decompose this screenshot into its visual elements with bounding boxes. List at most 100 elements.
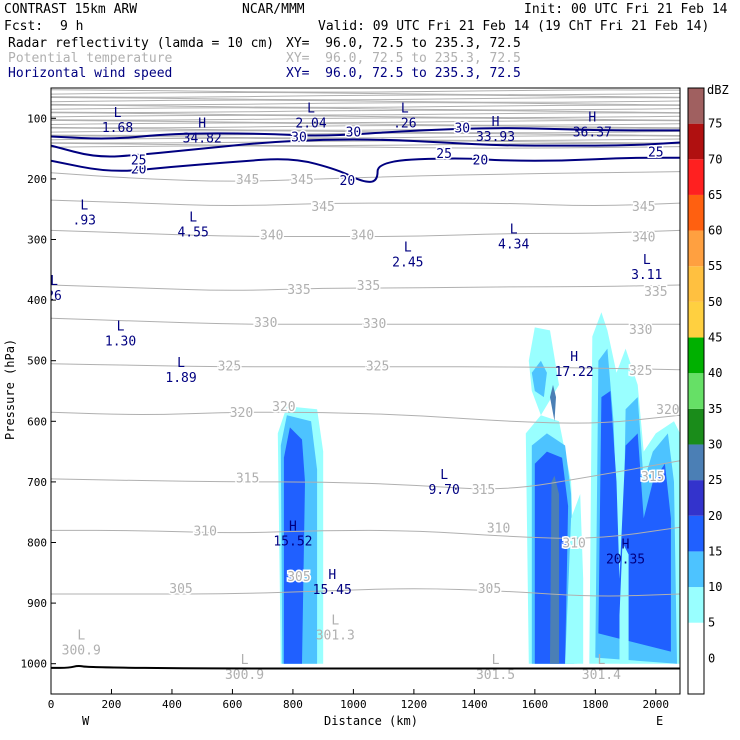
colorbar-label: 40 xyxy=(708,366,722,380)
x-tick-label: 800 xyxy=(283,698,303,711)
wind-extremum-value: 1.89 xyxy=(165,371,196,386)
theta-contour-label: 330 xyxy=(629,323,652,338)
wind-extremum-marker: L xyxy=(440,468,448,483)
wind-extremum-marker: L xyxy=(117,319,125,334)
wind-contour-label: 30 xyxy=(291,130,307,145)
wind-extremum-marker: L xyxy=(401,101,409,116)
theta-contour-line xyxy=(51,199,680,206)
y-tick-label: 200 xyxy=(27,173,47,186)
theta-extremum-marker: L xyxy=(77,629,85,644)
field-theta-name: Potential temperature xyxy=(8,51,173,66)
theta-contour-label: 325 xyxy=(629,364,652,379)
theta-contour-label: 315 xyxy=(472,483,495,498)
theta-contour-label: 315 xyxy=(641,470,664,485)
colorbar-label: 10 xyxy=(708,580,722,594)
colorbar-swatch xyxy=(688,551,704,588)
wind-extremum-marker: H xyxy=(198,116,206,131)
wind-extremum-value: .93 xyxy=(73,213,96,228)
x-tick-label: 1400 xyxy=(461,698,488,711)
x-tick-label: 2000 xyxy=(643,698,670,711)
wind-extremum-marker: L xyxy=(404,241,412,256)
reflectivity-cell xyxy=(565,494,584,664)
x-tick-label: 400 xyxy=(162,698,182,711)
y-tick-label: 900 xyxy=(27,597,47,610)
wind-extremum-value: 20.35 xyxy=(606,553,645,568)
theta-extremum-value: 301.3 xyxy=(316,628,355,643)
wind-contour-label: 30 xyxy=(346,126,362,141)
x-tick-label: 1600 xyxy=(522,698,549,711)
wind-extremum-value: 2.04 xyxy=(295,116,326,131)
wind-extremum-marker: L xyxy=(80,198,88,213)
reflectivity-cell xyxy=(283,427,305,664)
wind-contour-label: 20 xyxy=(473,154,489,169)
x-tick-label: 0 xyxy=(48,698,55,711)
theta-contour-label: 320 xyxy=(272,400,295,415)
colorbar-label: 55 xyxy=(708,259,722,273)
theta-contour-line xyxy=(51,91,680,96)
colorbar-label: 0 xyxy=(708,651,715,665)
theta-contour-label: 310 xyxy=(193,524,216,539)
colorbar-swatch xyxy=(688,444,704,481)
theta-contour-label: 305 xyxy=(287,570,310,585)
theta-contour-line xyxy=(51,132,680,136)
field-reflectivity-name: Radar reflectivity (lamda = 10 cm) xyxy=(8,36,275,51)
theta-contour-label: 345 xyxy=(632,200,655,215)
wind-extremum-value: 33.93 xyxy=(476,130,515,145)
colorbar-label: 65 xyxy=(708,188,722,202)
colorbar-label: 60 xyxy=(708,224,722,238)
theta-contour-line xyxy=(51,114,680,119)
theta-contour-line xyxy=(51,125,680,129)
valid-time: Valid: 09 UTC Fri 21 Feb 14 (19 ChT Fri … xyxy=(318,19,710,34)
terrain-line xyxy=(50,665,680,670)
reflectivity-cell xyxy=(619,542,629,664)
theta-contour-line xyxy=(51,363,680,371)
theta-contour-line xyxy=(51,112,680,116)
wind-contour-label: 30 xyxy=(454,121,470,136)
theta-contour-label: 325 xyxy=(366,360,389,375)
y-tick-label: 100 xyxy=(27,112,47,125)
wind-contour-label: 25 xyxy=(436,147,452,162)
theta-contour-line xyxy=(51,140,680,144)
forecast-hour: 9 h xyxy=(60,19,84,34)
y-tick-label: 1000 xyxy=(21,658,48,671)
theta-contour-line xyxy=(51,142,680,147)
y-tick-label: 500 xyxy=(27,355,47,368)
colorbar-swatch xyxy=(688,194,704,231)
y-axis-label: Pressure (hPa) xyxy=(3,339,17,440)
wind-extremum-value: 26 xyxy=(46,289,62,304)
wind-extremum-marker: L xyxy=(177,356,185,371)
theta-contour-line xyxy=(51,107,680,111)
forecast-label: Fcst: xyxy=(4,19,44,34)
reflectivity-cell xyxy=(531,360,547,398)
theta-contours-layer: 345 345 345 345 340 340 340 335 335 335 330 330 330 3… xyxy=(51,171,680,683)
terrain-layer xyxy=(50,665,680,670)
wind-extremum-marker: L xyxy=(643,253,651,268)
wind-extremum-marker: H xyxy=(570,350,578,365)
colorbar-swatch xyxy=(688,480,704,516)
colorbar-label: 15 xyxy=(708,544,722,558)
theta-contour-line xyxy=(51,460,680,490)
theta-contour-line xyxy=(51,145,680,149)
colorbar-swatch xyxy=(688,408,704,445)
theta-contour-line xyxy=(51,171,680,182)
reflectivity-cell xyxy=(550,475,559,664)
x-tick-label: 600 xyxy=(223,698,243,711)
colorbar-label: 50 xyxy=(708,295,722,309)
theta-contour-label: 310 xyxy=(562,537,585,552)
colorbar-swatch xyxy=(688,230,704,267)
theta-contour-label: 335 xyxy=(357,279,380,294)
colorbar-label: 20 xyxy=(708,509,722,523)
colorbar-frame xyxy=(687,87,705,695)
wind-extremum-value: 1.30 xyxy=(105,334,136,349)
theta-contour-line xyxy=(51,102,680,106)
wind-extremum-value: .26 xyxy=(393,116,416,131)
x-axis-label: Distance (km) xyxy=(324,714,418,728)
wind-contour-line xyxy=(51,127,680,140)
y-tick-label: 300 xyxy=(27,234,47,247)
y-tick-label: 700 xyxy=(27,476,47,489)
wind-extremum-marker: L xyxy=(114,106,122,121)
colorbar-label: 70 xyxy=(708,152,722,166)
colorbar-label: 45 xyxy=(708,331,722,345)
theta-contour-label: 325 xyxy=(218,360,241,375)
wind-contour-line xyxy=(51,156,680,183)
